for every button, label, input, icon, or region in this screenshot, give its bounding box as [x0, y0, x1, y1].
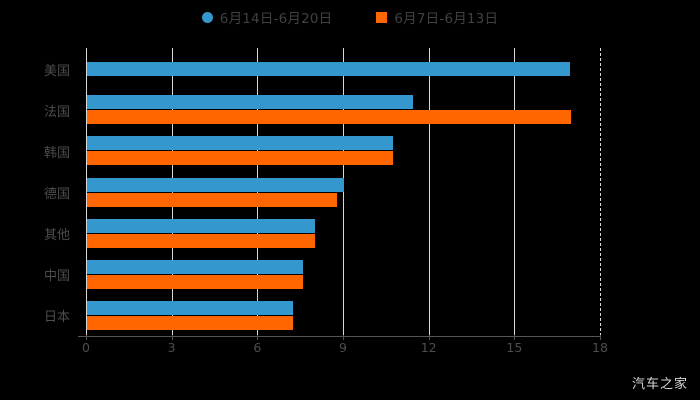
y-tick-label-法国: 法国: [43, 104, 70, 120]
x-tick-label-6: 6: [253, 340, 262, 355]
plot-area: [78, 48, 601, 337]
y-tick-label-德国: 德国: [43, 187, 70, 202]
legend-item-0[interactable]: 6月14日-6月20日: [201, 7, 333, 27]
x-tick-mark-12: [428, 335, 430, 340]
gridline-x-15: [514, 48, 516, 336]
x-axis-line: [78, 336, 600, 337]
bar-中国-series-1[interactable]: [87, 274, 303, 289]
chart-legend: 6月14日-6月20日 6月7日-6月13日: [0, 6, 700, 28]
gridline-x-0: [86, 48, 87, 336]
legend-item-1[interactable]: 6月7日-6月13日: [376, 7, 498, 27]
bar-法国-series-1[interactable]: [87, 110, 572, 125]
bar-其他-series-1[interactable]: [87, 233, 316, 248]
bar-日本-series-1[interactable]: [87, 315, 293, 330]
bar-日本-series-0[interactable]: [87, 300, 293, 315]
gridline-x-18: [600, 48, 601, 336]
y-tick-label-韩国: 韩国: [43, 145, 70, 161]
bar-其他-series-0[interactable]: [87, 218, 316, 233]
legend-marker-circle-icon: [201, 11, 213, 23]
x-tick-label-15: 15: [506, 340, 523, 355]
legend-label-1: 6月7日-6月13日: [394, 11, 499, 27]
bar-美国-series-0[interactable]: [87, 61, 570, 76]
x-tick-label-18: 18: [592, 340, 608, 355]
gridline-x-12: [428, 48, 430, 336]
y-tick-label-日本: 日本: [43, 310, 70, 326]
gridline-x-9: [343, 48, 344, 336]
x-tick-label-0: 0: [82, 340, 90, 355]
x-tick-mark-9: [343, 335, 344, 340]
x-axis-tick-labels: 0 3 6 9 12 15 18: [82, 335, 608, 360]
y-tick-label-中国: 中国: [43, 269, 70, 285]
gridline-x-6: [257, 48, 259, 336]
x-tick-mark-15: [514, 335, 516, 340]
legend-label-0: 6月14日-6月20日: [219, 11, 333, 27]
y-axis-tick-labels: 美国法国韩国德国其他中国日本: [0, 48, 80, 336]
bar-德国-series-1[interactable]: [87, 192, 337, 207]
x-tick-label-3: 3: [167, 340, 176, 355]
x-tick-mark-3: [171, 335, 173, 340]
y-tick-label-其他: 其他: [43, 228, 70, 244]
watermark: 汽车之家: [631, 377, 688, 392]
bar-韩国-series-1[interactable]: [87, 151, 393, 166]
x-tick-mark-0: [86, 335, 87, 340]
x-tick-mark-6: [257, 335, 259, 340]
gridline-x-3: [171, 48, 173, 336]
bar-中国-series-0[interactable]: [87, 259, 303, 274]
bar-韩国-series-0[interactable]: [87, 136, 393, 151]
legend-marker-square-icon: [376, 11, 388, 23]
y-tick-label-美国: 美国: [43, 63, 70, 79]
x-tick-label-9: 9: [339, 340, 347, 355]
x-tick-mark-18: [600, 335, 601, 340]
bar-德国-series-0[interactable]: [87, 177, 344, 192]
x-tick-label-12: 12: [420, 340, 437, 355]
bar-法国-series-0[interactable]: [87, 95, 413, 110]
